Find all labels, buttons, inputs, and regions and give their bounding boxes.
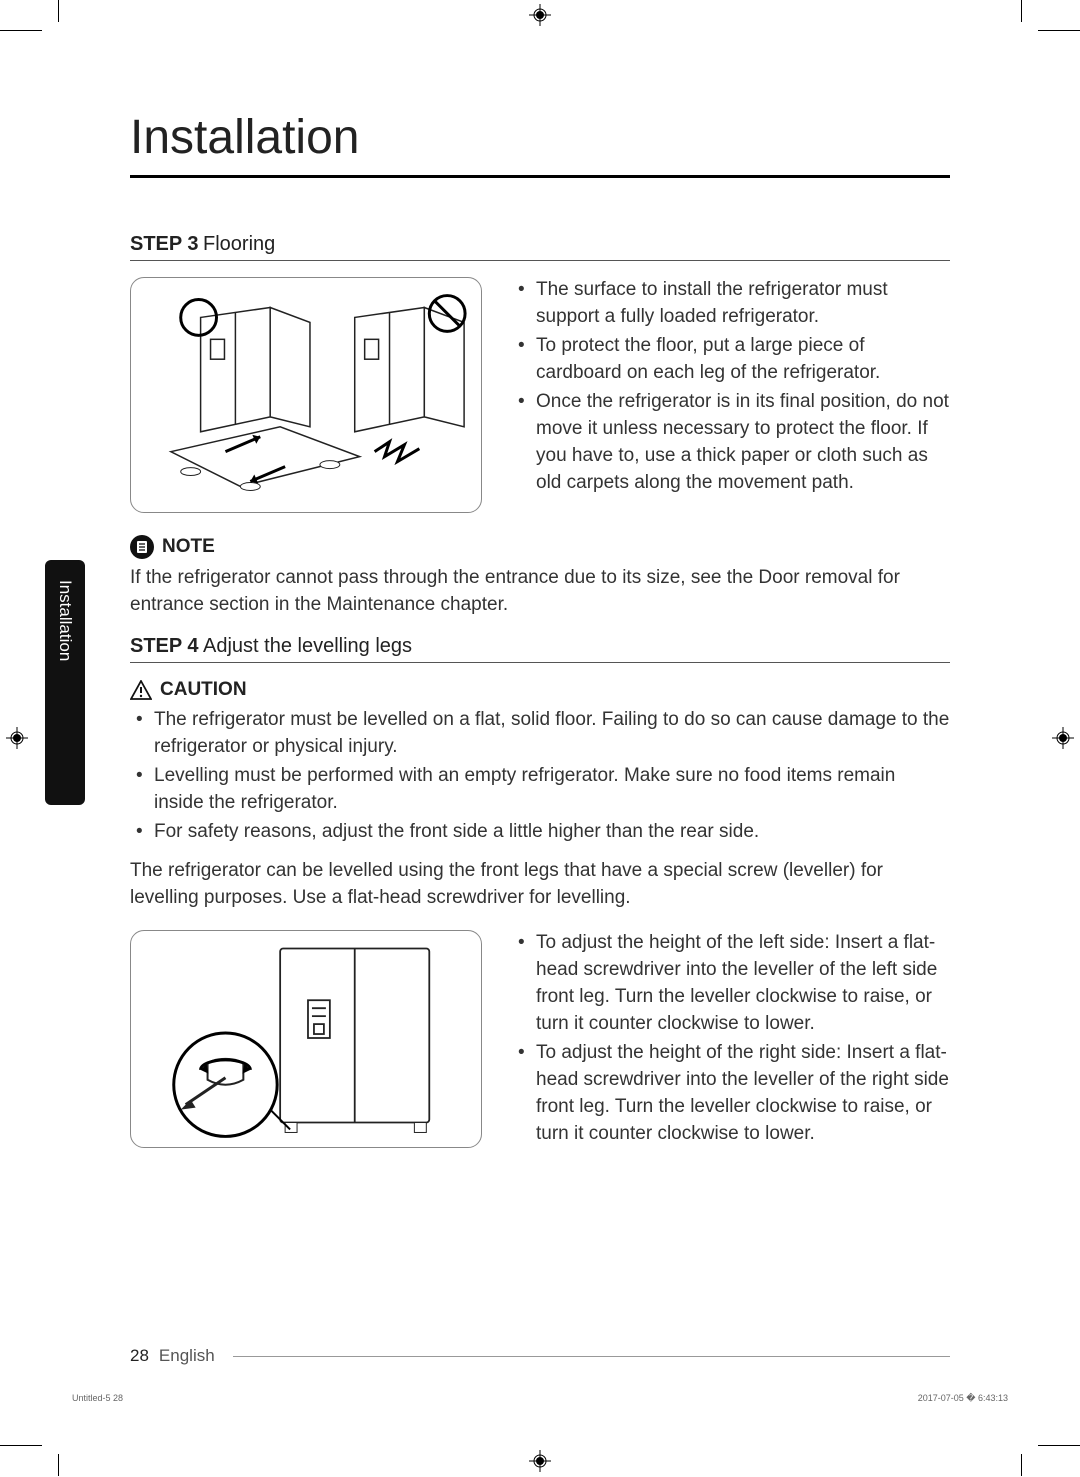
step3-bullet-list: The surface to install the refrigerator …	[512, 277, 950, 499]
crop-mark	[0, 30, 42, 31]
levelling-figure	[130, 930, 482, 1148]
print-footer-left: Untitled-5 28	[72, 1393, 123, 1404]
print-footer: Untitled-5 28 2017-07-05 � 6:43:13	[72, 1393, 1008, 1404]
print-footer-right: 2017-07-05 � 6:43:13	[918, 1393, 1008, 1404]
step4-section: STEP 4 Adjust the levelling legs CAUTION…	[130, 635, 950, 1150]
crop-mark	[1021, 0, 1022, 22]
list-item: To protect the floor, put a large piece …	[512, 333, 950, 387]
crop-mark	[58, 1454, 59, 1476]
list-item: To adjust the height of the right side: …	[512, 1040, 950, 1148]
caution-icon	[130, 680, 152, 700]
list-item: The refrigerator must be levelled on a f…	[130, 707, 950, 761]
crop-mark	[1038, 30, 1080, 31]
crop-mark	[58, 0, 59, 22]
side-tab: Installation	[45, 560, 85, 805]
step4-label: STEP 4	[130, 635, 199, 657]
list-item: Once the refrigerator is in its final po…	[512, 389, 950, 497]
footer-rule	[233, 1356, 950, 1357]
note-text: If the refrigerator cannot pass through …	[130, 565, 950, 619]
registration-mark-icon	[529, 1450, 551, 1472]
registration-mark-icon	[529, 4, 551, 26]
step3-section: STEP 3 Flooring	[130, 233, 950, 513]
crop-mark	[1038, 1445, 1080, 1446]
registration-mark-icon	[6, 727, 28, 749]
crop-mark	[0, 1445, 42, 1446]
step4-header: STEP 4 Adjust the levelling legs	[130, 635, 950, 663]
page-footer: 28 English	[130, 1346, 950, 1366]
step3-title: Flooring	[203, 233, 275, 255]
note-icon	[130, 535, 154, 559]
list-item: For safety reasons, adjust the front sid…	[130, 819, 950, 846]
caution-header: CAUTION	[130, 679, 950, 701]
step3-header: STEP 3 Flooring	[130, 233, 950, 261]
page-content: Installation Installation STEP 3 Floorin…	[130, 110, 950, 1366]
registration-mark-icon	[1052, 727, 1074, 749]
list-item: To adjust the height of the left side: I…	[512, 930, 950, 1038]
step4-title: Adjust the levelling legs	[203, 635, 412, 657]
caution-label: CAUTION	[160, 679, 247, 701]
list-item: The surface to install the refrigerator …	[512, 277, 950, 331]
step3-label: STEP 3	[130, 233, 199, 255]
page-language: English	[159, 1346, 215, 1366]
page-number: 28	[130, 1346, 149, 1366]
step4-bullet-list: To adjust the height of the left side: I…	[512, 930, 950, 1150]
note-label: NOTE	[162, 536, 215, 558]
list-item: Levelling must be performed with an empt…	[130, 763, 950, 817]
step4-intro: The refrigerator can be levelled using t…	[130, 858, 950, 912]
flooring-figure	[130, 277, 482, 513]
side-tab-label: Installation	[55, 580, 75, 661]
crop-mark	[1021, 1454, 1022, 1476]
caution-bullet-list: The refrigerator must be levelled on a f…	[130, 707, 950, 846]
page-title: Installation	[130, 110, 950, 178]
note-header: NOTE	[130, 535, 950, 559]
